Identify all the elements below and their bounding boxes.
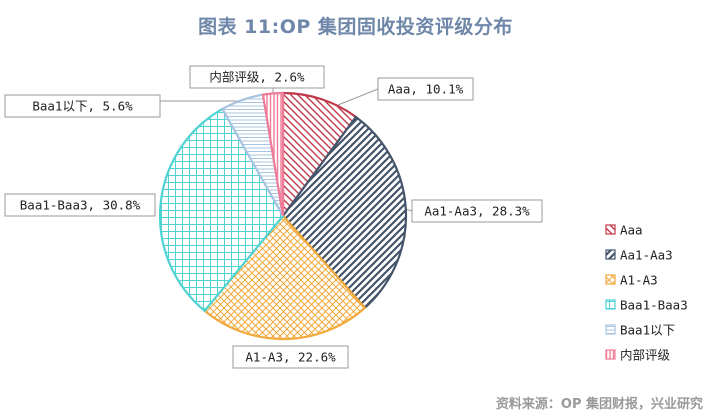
legend-swatch (605, 274, 616, 285)
data-label-box (189, 65, 325, 89)
legend-label: Aa1-Aa3 (620, 248, 673, 263)
legend-swatch (605, 324, 616, 335)
source-note: 资料来源：OP 集团财报，兴业研究 (495, 397, 703, 412)
pie-slice-Aa1-Aa3 (281, 115, 408, 310)
legend-label: Baa1以下 (620, 323, 675, 338)
legend-label: 内部评级 (620, 348, 671, 363)
leader-line (332, 88, 379, 108)
legend-swatch (605, 349, 616, 360)
pie-slice-Aaa (281, 91, 358, 220)
data-labels: Aaa, 10.1% Aa1-Aa3, 28.3% A1-A3, 22.6% Baa1… (4, 65, 543, 369)
chart-title: 图表 11:OP 集团固收投资评级分布 (198, 16, 513, 38)
data-label-box (4, 94, 161, 118)
data-label-box (232, 345, 349, 369)
data-label-box (377, 77, 474, 101)
data-label: Aa1-Aa3, 28.3% (424, 204, 530, 219)
data-label: Baa1-Baa3, 30.8% (20, 198, 141, 213)
legend-label: Baa1-Baa3 (620, 298, 688, 313)
legend-swatch (605, 249, 616, 260)
legend-label: Aaa (620, 223, 643, 238)
data-label: 内部评级, 2.6% (209, 70, 305, 85)
pie-slices (158, 91, 408, 341)
legend-label: A1-A3 (620, 273, 658, 288)
pie-slice-A1-A3 (203, 214, 367, 341)
data-label-box (411, 199, 543, 223)
data-label: Baa1以下, 5.6% (32, 99, 133, 114)
data-label-box (4, 193, 156, 217)
pie-slice-内部评级 (261, 91, 285, 217)
legend-swatch (605, 224, 616, 235)
pie-slice-Baa1-Baa3 (158, 107, 285, 313)
data-label: A1-A3, 22.6% (245, 350, 336, 365)
data-label: Aaa, 10.1% (388, 82, 464, 97)
legend-swatch (605, 299, 616, 310)
